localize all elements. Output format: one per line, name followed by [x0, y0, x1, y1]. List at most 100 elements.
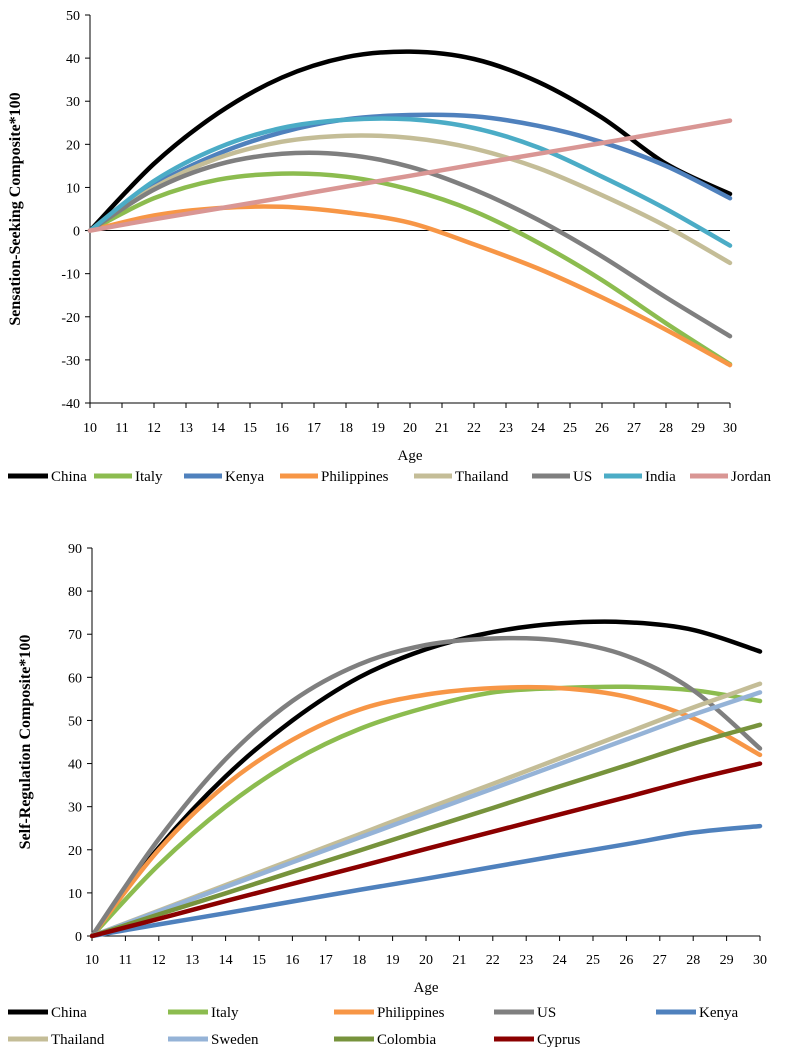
- series-line-india: [87, 116, 733, 248]
- y-tick-label: -20: [61, 311, 80, 326]
- legend-item-sweden: Sweden: [168, 1032, 259, 1048]
- x-tick-label: 11: [115, 421, 128, 436]
- x-tick-label: 27: [627, 421, 641, 436]
- x-tick-label: 29: [691, 421, 705, 436]
- legend-label: Thailand: [51, 1032, 105, 1048]
- legend-label: Kenya: [225, 469, 264, 485]
- x-tick-label: 18: [339, 421, 353, 436]
- legend-item-colombia: Colombia: [334, 1032, 437, 1048]
- legend-label: Sweden: [211, 1032, 259, 1048]
- x-tick-label: 16: [285, 953, 299, 968]
- x-tick-label: 16: [275, 421, 289, 436]
- y-tick-label: 50: [68, 714, 82, 729]
- x-tick-label: 25: [586, 953, 600, 968]
- x-tick-label: 14: [211, 421, 225, 436]
- x-tick-label: 24: [531, 421, 545, 436]
- x-tick-label: 22: [486, 953, 500, 968]
- legend-label: Philippines: [377, 1005, 445, 1021]
- x-tick-label: 29: [720, 953, 734, 968]
- y-tick-label: 40: [68, 758, 82, 773]
- y-tick-label: 10: [66, 181, 80, 196]
- x-tick-label: 23: [499, 421, 513, 436]
- legend-label: Colombia: [377, 1032, 437, 1048]
- x-tick-label: 19: [371, 421, 385, 436]
- x-tick-label: 15: [252, 953, 266, 968]
- legend-item-thailand: Thailand: [414, 469, 509, 485]
- series-line-sweden: [89, 690, 763, 939]
- y-tick-label: -30: [61, 354, 80, 369]
- series-line-us: [87, 150, 733, 339]
- legend-item-thailand: Thailand: [8, 1032, 105, 1048]
- x-tick-label: 26: [595, 421, 609, 436]
- legend-label: Jordan: [731, 469, 771, 485]
- y-tick-label: 70: [68, 628, 82, 643]
- y-tick-label: 30: [68, 801, 82, 816]
- legend-label: Italy: [135, 469, 163, 485]
- sensation-seeking-chart: -40 -30 -20 -10 0 10 20 30 40 50 10 11 12 13 14 15 16 17 1…: [7, 9, 771, 485]
- legend-item-china: China: [8, 469, 87, 485]
- legend-label: Thailand: [455, 469, 509, 485]
- series-line-jordan: [87, 118, 733, 233]
- x-tick-label: 10: [85, 953, 99, 968]
- x-tick-label: 24: [553, 953, 567, 968]
- legend-label: India: [645, 469, 676, 485]
- y-tick-label: 80: [68, 585, 82, 600]
- x-tick-label: 14: [219, 953, 233, 968]
- x-tick-label: 13: [179, 421, 193, 436]
- series-line-colombia: [89, 722, 763, 939]
- x-tick-label: 28: [686, 953, 700, 968]
- y-axis-title: Self-Regulation Composite*100: [17, 635, 34, 850]
- legend-item-china: China: [8, 1005, 87, 1021]
- y-axis-title: Sensation-Seeking Composite*100: [7, 92, 24, 325]
- series-line-kenya: [87, 112, 733, 233]
- x-tick-label: 23: [519, 953, 533, 968]
- legend-item-italy: Italy: [168, 1005, 239, 1021]
- y-tick-label: 0: [75, 930, 82, 945]
- legend-item-kenya: Kenya: [184, 469, 264, 485]
- legend-label: China: [51, 469, 87, 485]
- x-tick-label: 26: [619, 953, 633, 968]
- series-line-italy: [87, 171, 733, 367]
- legend-item-philippines: Philippines: [334, 1005, 445, 1021]
- series-line-thailand: [87, 133, 733, 266]
- x-tick-label: 22: [467, 421, 481, 436]
- x-tick-label: 10: [83, 421, 97, 436]
- y-tick-label: -10: [61, 268, 80, 283]
- x-tick-label: 15: [243, 421, 257, 436]
- legend-label: Philippines: [321, 469, 389, 485]
- x-axis-title: Age: [414, 980, 439, 996]
- y-tick-label: 60: [68, 671, 82, 686]
- x-tick-label: 17: [319, 953, 333, 968]
- series-line-china: [89, 619, 763, 939]
- legend-label: Kenya: [699, 1005, 738, 1021]
- series-line-italy: [89, 684, 763, 939]
- x-axis-title: Age: [398, 448, 423, 464]
- y-tick-label: 90: [68, 542, 82, 557]
- y-tick-label: 30: [66, 95, 80, 110]
- y-tick-label: -40: [61, 397, 80, 412]
- y-tick-label: 40: [66, 52, 80, 67]
- legend-item-india: India: [604, 469, 676, 485]
- y-tick-label: 0: [73, 225, 80, 240]
- legend-item-philippines: Philippines: [280, 469, 389, 485]
- y-tick-label: 20: [68, 844, 82, 859]
- series-line-china: [87, 49, 733, 233]
- legend-label: Cyprus: [537, 1032, 581, 1048]
- legend-item-us: US: [532, 469, 592, 485]
- legend-label: US: [537, 1005, 556, 1021]
- legend-label: US: [573, 469, 592, 485]
- legend-item-jordan: Jordan: [690, 469, 771, 485]
- x-tick-label: 30: [753, 953, 767, 968]
- x-tick-label: 19: [386, 953, 400, 968]
- x-tick-label: 27: [653, 953, 667, 968]
- y-tick-label: 50: [66, 9, 80, 24]
- x-tick-label: 21: [452, 953, 466, 968]
- series-line-us: [89, 635, 763, 939]
- x-tick-label: 18: [352, 953, 366, 968]
- legend-item-italy: Italy: [94, 469, 163, 485]
- legend-item-us: US: [494, 1005, 556, 1021]
- y-tick-label: 10: [68, 887, 82, 902]
- x-tick-label: 11: [119, 953, 132, 968]
